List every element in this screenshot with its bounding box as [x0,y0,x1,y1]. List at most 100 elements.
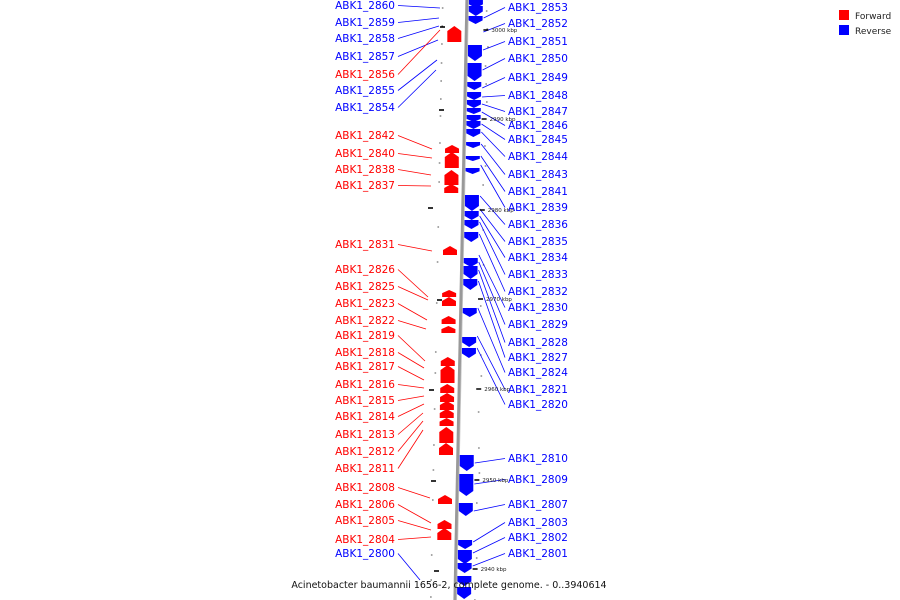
gene-label-abk1-2812[interactable]: ABK1_2812 [335,446,395,458]
leader-line [397,384,425,389]
reverse-gene-feature [462,337,477,347]
gene-label-abk1-2844[interactable]: ABK1_2844 [508,151,568,163]
gene-label-abk1-2809[interactable]: ABK1_2809 [508,474,568,486]
gene-label-abk1-2839[interactable]: ABK1_2839 [508,202,568,214]
gene-label-abk1-2855[interactable]: ABK1_2855 [335,85,395,97]
gene-label-abk1-2846[interactable]: ABK1_2846 [508,120,568,132]
gene-label-abk1-2835[interactable]: ABK1_2835 [508,236,568,248]
gene-label-abk1-2833[interactable]: ABK1_2833 [508,269,568,281]
leader-line [397,153,433,159]
reverse-gene-feature [463,258,478,267]
gene-label-abk1-2845[interactable]: ABK1_2845 [508,134,568,146]
leader-line [479,215,506,258]
gene-label-abk1-2806[interactable]: ABK1_2806 [335,499,395,511]
label-leader-lines [397,5,506,581]
gene-label-abk1-2854[interactable]: ABK1_2854 [335,102,395,114]
gene-label-abk1-2817[interactable]: ABK1_2817 [335,361,395,373]
gene-label-abk1-2848[interactable]: ABK1_2848 [508,90,568,102]
gene-label-abk1-2831[interactable]: ABK1_2831 [335,239,395,251]
gene-label-abk1-2829[interactable]: ABK1_2829 [508,319,568,331]
scale-ticks: 3000 kbp 2990 kbp 2980 kbp 2970 kbp 2960 kbp… [472,28,518,573]
gene-label-abk1-2859[interactable]: ABK1_2859 [335,17,395,29]
gene-label-abk1-2803[interactable]: ABK1_2803 [508,517,568,529]
gene-label-abk1-2852[interactable]: ABK1_2852 [508,18,568,30]
gene-label-abk1-2826[interactable]: ABK1_2826 [335,264,395,276]
gene-label-abk1-2847[interactable]: ABK1_2847 [508,106,568,118]
reverse-gene-feature [457,550,472,564]
gene-label-abk1-2837[interactable]: ABK1_2837 [335,180,395,192]
forward-gene-feature [441,326,456,333]
leader-line [479,221,506,275]
tick-label: 2950 kbp [482,478,508,484]
gene-label-abk1-2820[interactable]: ABK1_2820 [508,399,568,411]
gene-label-abk1-2849[interactable]: ABK1_2849 [508,72,568,84]
leader-line [481,131,506,157]
reverse-gene-feature [459,474,474,496]
gene-label-abk1-2838[interactable]: ABK1_2838 [335,164,395,176]
gene-label-abk1-2801[interactable]: ABK1_2801 [508,548,568,560]
gene-label-abk1-2843[interactable]: ABK1_2843 [508,169,568,181]
right-gene-labels[interactable]: ABK1_2853 ABK1_2852 ABK1_2851 ABK1_2850 ABK1… [508,2,568,560]
gene-label-abk1-2840[interactable]: ABK1_2840 [335,148,395,160]
gene-label-abk1-2800[interactable]: ABK1_2800 [335,548,395,560]
leader-line [397,420,424,452]
gene-label-abk1-2853[interactable]: ABK1_2853 [508,2,568,14]
reverse-gene-feature [458,503,473,516]
gene-label-abk1-2811[interactable]: ABK1_2811 [335,463,395,475]
forward-gene-feature [439,418,454,426]
gene-label-abk1-2808[interactable]: ABK1_2808 [335,482,395,494]
gene-label-abk1-2814[interactable]: ABK1_2814 [335,411,395,423]
forward-gene-feature [440,393,455,402]
gene-label-abk1-2813[interactable]: ABK1_2813 [335,429,395,441]
gene-label-abk1-2860[interactable]: ABK1_2860 [335,0,395,12]
leader-line [481,111,506,126]
gene-label-abk1-2810[interactable]: ABK1_2810 [508,453,568,465]
gene-label-abk1-2858[interactable]: ABK1_2858 [335,33,395,45]
leader-line [477,307,506,373]
leader-line [478,233,506,292]
reverse-gene-feature [461,348,476,358]
gene-label-abk1-2819[interactable]: ABK1_2819 [335,330,395,342]
reverse-gene-feature [468,6,483,16]
gene-label-abk1-2818[interactable]: ABK1_2818 [335,347,395,359]
gene-label-abk1-2827[interactable]: ABK1_2827 [508,352,568,364]
gene-label-abk1-2836[interactable]: ABK1_2836 [508,219,568,231]
leader-line [481,103,506,112]
gene-label-abk1-2834[interactable]: ABK1_2834 [508,252,568,264]
gene-label-abk1-2823[interactable]: ABK1_2823 [335,298,395,310]
tick-label: 3000 kbp [491,28,517,34]
gene-label-abk1-2824[interactable]: ABK1_2824 [508,367,568,379]
gene-label-abk1-2830[interactable]: ABK1_2830 [508,302,568,314]
reverse-gene-feature [464,232,479,242]
gene-label-abk1-2821[interactable]: ABK1_2821 [508,384,568,396]
gene-label-abk1-2841[interactable]: ABK1_2841 [508,186,568,198]
gene-label-abk1-2822[interactable]: ABK1_2822 [335,315,395,327]
backbone-highlight [456,0,469,600]
leader-line [480,143,506,175]
leader-line [397,29,441,75]
gene-label-abk1-2805[interactable]: ABK1_2805 [335,515,395,527]
left-gene-labels[interactable]: ABK1_2860 ABK1_2859 ABK1_2858 ABK1_2857 ABK1… [335,0,395,560]
leader-line [397,17,440,23]
leader-line [397,69,437,108]
gene-label-abk1-2857[interactable]: ABK1_2857 [335,51,395,63]
leader-line [480,155,506,192]
reverse-gene-feature [467,45,482,61]
gene-label-abk1-2832[interactable]: ABK1_2832 [508,286,568,298]
gene-label-abk1-2850[interactable]: ABK1_2850 [508,53,568,65]
forward-gene-feature [442,246,457,255]
leader-line [397,412,424,435]
gene-label-abk1-2815[interactable]: ABK1_2815 [335,395,395,407]
gene-label-abk1-2804[interactable]: ABK1_2804 [335,534,395,546]
gene-label-abk1-2802[interactable]: ABK1_2802 [508,532,568,544]
gene-label-abk1-2828[interactable]: ABK1_2828 [508,337,568,349]
gene-label-abk1-2816[interactable]: ABK1_2816 [335,379,395,391]
gene-label-abk1-2807[interactable]: ABK1_2807 [508,499,568,511]
reverse-gene-feature [467,82,482,90]
gene-features [437,0,483,599]
reverse-gene-feature [457,563,472,573]
gene-label-abk1-2856[interactable]: ABK1_2856 [335,69,395,81]
gene-label-abk1-2842[interactable]: ABK1_2842 [335,130,395,142]
gene-label-abk1-2825[interactable]: ABK1_2825 [335,281,395,293]
gene-label-abk1-2851[interactable]: ABK1_2851 [508,36,568,48]
